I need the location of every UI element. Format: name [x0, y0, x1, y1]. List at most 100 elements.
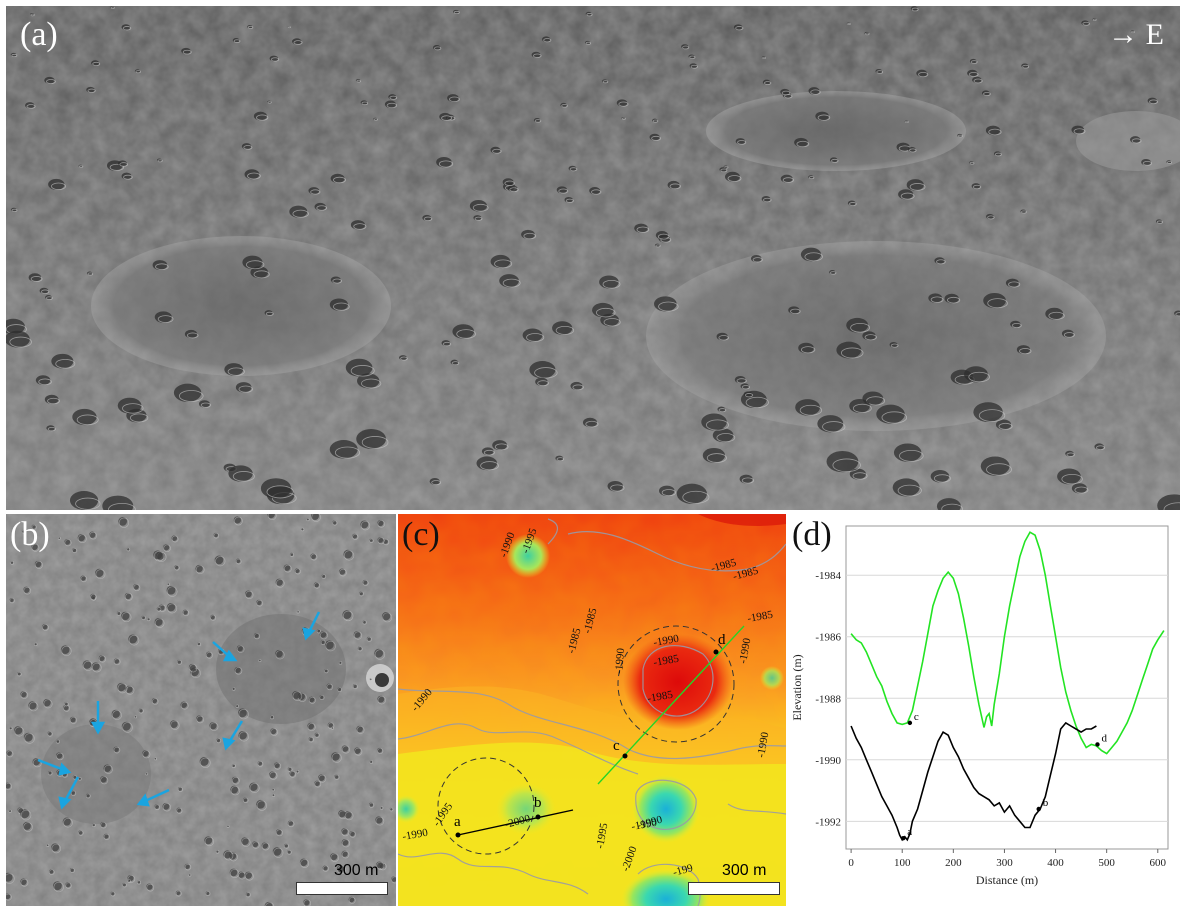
crater-b-rim — [256, 800, 267, 811]
crater-a-rim — [238, 385, 253, 393]
crater-b-rim — [331, 752, 342, 763]
crater-a — [1005, 278, 1019, 288]
crater-a — [1157, 494, 1180, 510]
profile-point-marker — [907, 720, 913, 726]
crater-b-rim — [319, 695, 325, 701]
crater-b-rim — [174, 565, 180, 571]
crater-a-rim — [1011, 323, 1022, 329]
crater-b-rim — [245, 590, 254, 600]
crater-a — [86, 86, 95, 93]
crater-a-rim — [727, 175, 742, 182]
crater-a — [1155, 219, 1163, 224]
crater-a-rim — [441, 115, 453, 121]
crater-b-rim — [331, 726, 335, 730]
crater-a-rim — [38, 378, 52, 386]
crater-b-rim — [337, 865, 347, 875]
crater-b-rim — [80, 575, 88, 583]
crater-a-rim — [1066, 452, 1075, 457]
point-c-marker — [622, 753, 628, 759]
crater-a-rim — [494, 443, 509, 451]
crater-a-rim — [890, 343, 899, 348]
crater-b-rim — [235, 704, 239, 708]
crater-a — [1057, 468, 1081, 485]
crater-a — [928, 293, 943, 303]
crater-a-rim — [690, 64, 698, 69]
crater-a — [893, 443, 922, 462]
crater-b-rim — [391, 876, 396, 884]
crater-a-rim — [555, 325, 575, 335]
crater-a — [734, 375, 746, 384]
crater-b-rim — [32, 758, 42, 768]
crater-b-rim — [362, 580, 369, 586]
crater-a-rim — [572, 384, 584, 391]
crater-a-rim — [866, 396, 886, 406]
crater-b-rim — [122, 882, 127, 888]
crater-a — [889, 342, 898, 348]
crater-a-rim — [558, 188, 569, 194]
crater-a — [531, 51, 541, 58]
crater-b-rim — [232, 777, 240, 785]
crater-a — [330, 276, 341, 284]
crater-a-rim — [292, 209, 309, 218]
crater-a-rim — [1095, 445, 1105, 450]
crater-a-rim — [936, 259, 946, 265]
crater-b-rim — [35, 561, 43, 569]
profile-series-ab — [850, 721, 1097, 842]
crater-a-rim — [909, 148, 917, 153]
x-tick-label: 600 — [1150, 857, 1167, 869]
contour-label: -1985 — [652, 653, 680, 669]
crater-a-rim — [983, 91, 991, 96]
crater-b-rim — [6, 893, 12, 901]
crater-a — [492, 440, 508, 451]
crater-b-rim — [352, 533, 359, 540]
crater-a — [198, 400, 210, 408]
crater-a-rim — [1156, 220, 1163, 224]
crater-a — [733, 24, 743, 30]
crater-a — [826, 450, 859, 473]
crater-b-rim — [127, 875, 136, 883]
crater-a — [667, 180, 680, 189]
crater-b-rim — [47, 731, 53, 737]
crater-a — [907, 146, 916, 153]
crater-b-rim — [177, 659, 182, 665]
crater-b-rim — [245, 892, 251, 898]
crater-b-rim — [145, 772, 149, 776]
crater-b-rim — [167, 603, 178, 614]
crater-a — [184, 329, 198, 339]
crater-a-rim — [595, 307, 616, 318]
crater-a-rim — [602, 279, 621, 289]
crater-b-rim — [318, 774, 327, 783]
crater-b-rim — [265, 902, 275, 906]
crater-a-rim — [969, 161, 975, 165]
crater-b — [267, 514, 275, 519]
crater-b-rim — [141, 615, 146, 621]
point-b-marker — [535, 814, 541, 820]
crater-a-rim — [361, 378, 382, 389]
crater-a-rim — [310, 189, 321, 195]
crater-a — [232, 38, 240, 43]
crater-a — [795, 399, 820, 416]
crater-b-rim — [382, 612, 393, 623]
crater-b-rim — [113, 746, 121, 754]
profile-point-label: d — [1101, 732, 1107, 744]
y-axis-label: Elevation (m) — [790, 654, 804, 720]
crater-a — [762, 79, 771, 85]
crater-a — [876, 404, 905, 424]
crater-a — [808, 87, 820, 95]
crater-a-rim — [918, 71, 929, 78]
crater-b-rim — [238, 731, 249, 742]
crater-a-rim — [737, 140, 747, 145]
crater-a — [399, 355, 407, 361]
crater-a — [447, 94, 459, 102]
crater-b-rim — [72, 548, 78, 554]
x-tick-label: 0 — [848, 857, 854, 869]
crater-a-rim — [763, 197, 772, 203]
crater-a — [829, 157, 838, 163]
crater-a-rim — [423, 216, 433, 222]
panel-c-dashed-circle-ab — [437, 757, 535, 855]
crater-b-rim — [357, 646, 363, 652]
crater-b-rim — [167, 586, 178, 597]
crater-a — [1061, 329, 1074, 338]
crater-b-rim — [110, 891, 116, 897]
crater-b-rim — [122, 722, 133, 733]
